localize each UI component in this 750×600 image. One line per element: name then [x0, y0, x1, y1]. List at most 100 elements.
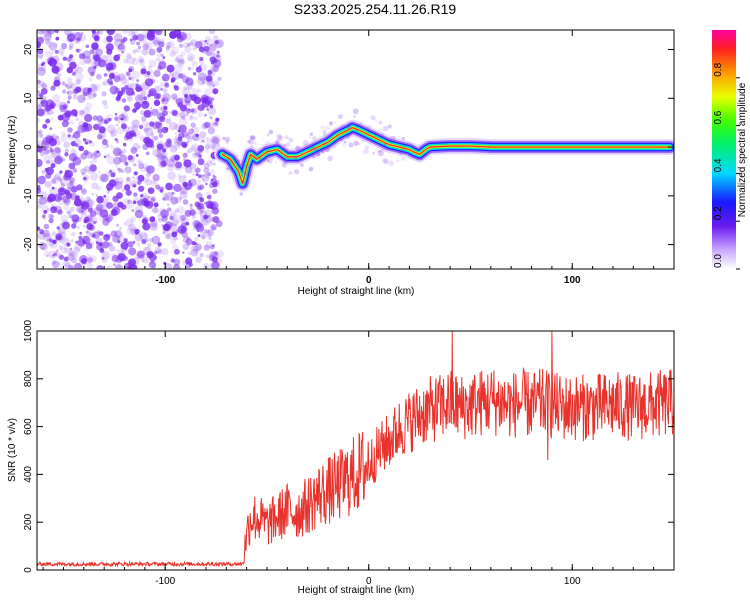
ridge-speckle [242, 181, 247, 185]
noise-speckle [163, 105, 168, 111]
noise-speckle [169, 145, 178, 153]
noise-speckle [171, 110, 178, 116]
noise-speckle [53, 43, 58, 47]
noise-speckle [150, 196, 156, 202]
noise-speckle [86, 58, 93, 65]
noise-speckle [53, 193, 62, 202]
noise-speckle [189, 204, 193, 208]
ridge-speckle [261, 138, 264, 141]
noise-speckle [169, 50, 176, 57]
noise-speckle [77, 194, 83, 200]
noise-speckle [181, 115, 186, 120]
noise-speckle [43, 154, 52, 164]
noise-speckle [39, 229, 45, 235]
noise-speckle [192, 47, 197, 51]
noise-speckle [56, 72, 59, 75]
noise-speckle [140, 90, 147, 96]
noise-speckle [209, 116, 213, 120]
noise-speckle [150, 121, 155, 126]
x-tick-label: 100 [564, 275, 581, 286]
noise-speckle [64, 247, 71, 254]
noise-speckle [75, 79, 81, 85]
noise-speckle [148, 260, 157, 269]
noise-speckle [201, 123, 208, 130]
noise-speckle [138, 56, 144, 62]
noise-speckle [148, 189, 152, 193]
noise-speckle [107, 191, 110, 195]
noise-speckle [182, 152, 188, 158]
noise-speckle [152, 39, 161, 47]
ridge-speckle [339, 138, 343, 142]
ridge-speckle [268, 129, 274, 135]
noise-speckle [133, 196, 140, 203]
noise-speckle [40, 30, 46, 34]
noise-speckle [109, 85, 119, 95]
noise-speckle [47, 193, 56, 202]
noise-speckle [46, 197, 53, 204]
noise-speckle [201, 234, 206, 240]
colorbar-tick-label: 0.6 [713, 110, 724, 124]
noise-speckle [166, 117, 172, 124]
noise-speckle [155, 141, 165, 150]
noise-speckle [44, 30, 52, 38]
noise-speckle [146, 172, 152, 177]
noise-speckle [46, 254, 49, 258]
noise-speckle [207, 68, 216, 77]
noise-speckle [72, 218, 78, 225]
noise-speckle [70, 148, 77, 155]
noise-speckle [135, 153, 139, 157]
noise-speckle [46, 30, 56, 35]
noise-speckle [121, 250, 124, 253]
noise-speckle [115, 249, 118, 252]
noise-speckle [88, 164, 98, 173]
noise-speckle [142, 214, 147, 220]
noise-speckle [114, 38, 123, 48]
noise-speckle [156, 30, 161, 34]
noise-speckle [142, 222, 151, 231]
noise-speckle [51, 231, 56, 236]
noise-speckle [62, 197, 68, 203]
noise-speckle [128, 247, 137, 256]
noise-speckle [173, 85, 179, 91]
noise-speckle [197, 202, 205, 210]
noise-speckle [37, 52, 44, 59]
noise-speckle [148, 59, 157, 68]
noise-speckle [89, 214, 94, 218]
noise-speckle [45, 99, 55, 108]
noise-speckle [108, 245, 116, 252]
noise-speckle [203, 244, 210, 251]
noise-speckle [82, 224, 86, 228]
noise-speckle [125, 52, 132, 59]
noise-speckle [148, 237, 154, 243]
noise-speckle [66, 86, 70, 90]
noise-speckle [210, 169, 215, 174]
noise-speckle [102, 218, 110, 226]
ridge-speckle [234, 158, 239, 163]
noise-speckle [45, 58, 52, 65]
noise-speckle [201, 97, 208, 104]
noise-speckle [174, 248, 180, 255]
noise-speckle [187, 148, 193, 154]
noise-speckle [137, 45, 142, 50]
noise-speckle [143, 233, 148, 238]
noise-speckle [167, 40, 175, 49]
noise-speckle [57, 66, 62, 72]
noise-speckle [207, 205, 210, 209]
noise-speckle [162, 56, 166, 59]
noise-speckle [114, 86, 118, 90]
noise-speckle [85, 141, 88, 145]
noise-speckle [199, 210, 208, 219]
noise-speckle [122, 142, 127, 146]
noise-speckle [191, 67, 195, 70]
ridge-speckle [266, 159, 270, 163]
noise-speckle [40, 88, 48, 95]
noise-speckle [128, 76, 132, 81]
noise-speckle [110, 131, 114, 134]
snr-x-ticks: -100 0 100 [42, 331, 675, 587]
noise-speckle [78, 235, 83, 240]
noise-speckle [85, 247, 89, 251]
noise-speckle [91, 192, 95, 196]
noise-speckle [119, 227, 122, 230]
noise-speckle [91, 233, 96, 238]
noise-speckle [127, 96, 133, 102]
